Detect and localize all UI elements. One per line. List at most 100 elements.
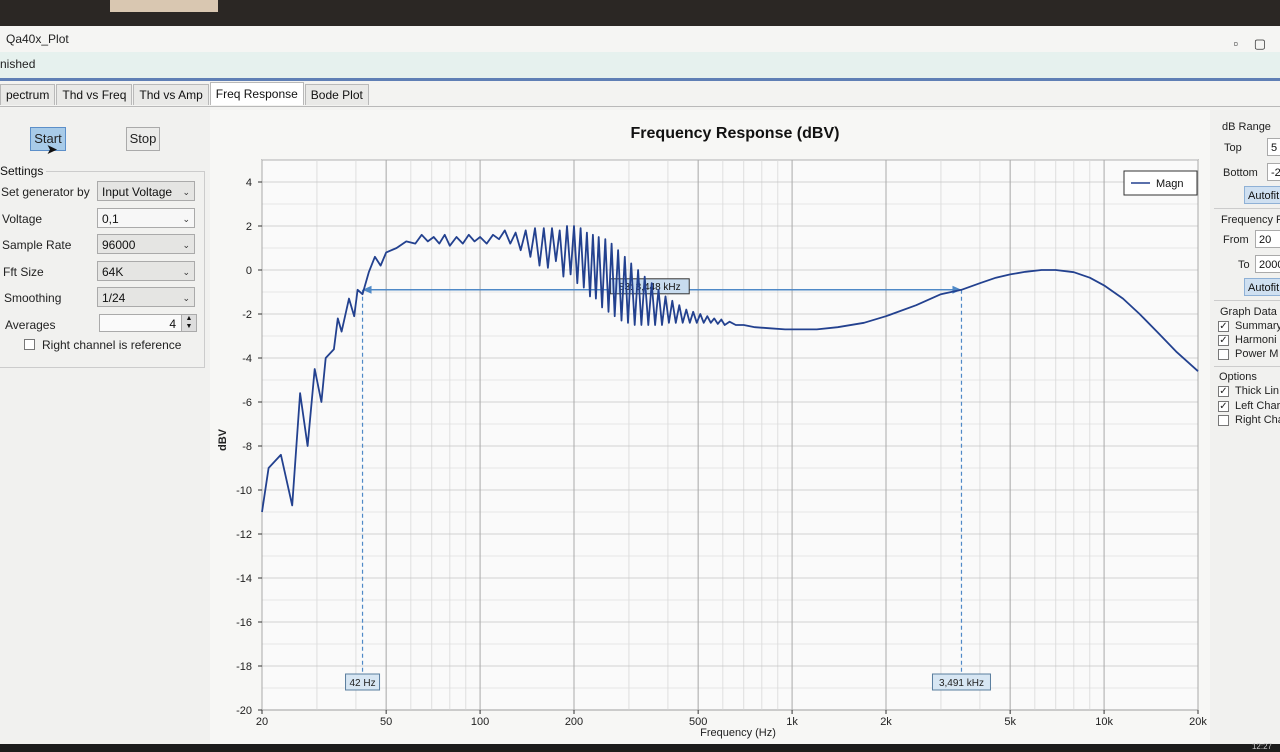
monitor-top-area [0,0,1280,26]
y-tick-label: -8 [242,441,252,453]
averages-label: Averages [5,318,56,332]
harmonics-checkbox[interactable]: ✓ [1218,335,1229,346]
tab-strip: pectrum Thd vs Freq Thd vs Amp Freq Resp… [0,82,370,106]
x-tick-label: 5k [1004,716,1016,728]
chevron-down-icon: ⌄ [182,267,190,277]
y-tick-label: -12 [236,529,252,541]
frequency-range-title: Frequency R [1221,214,1280,226]
chevron-down-icon: ⌄ [182,214,190,224]
right-panel: dB Range Top 5 Bottom -2 Autofit Frequen… [1210,110,1280,750]
measure-label: 83: 3,448 kHz [619,282,681,293]
x-tick-label: 200 [565,716,583,728]
fft-size-select[interactable]: 64K ⌄ [97,261,195,281]
taskbar-clock: 12:27 [1251,742,1272,751]
x-tick-label: 20k [1189,716,1207,728]
tab-freq-response[interactable]: Freq Response [209,82,304,105]
x-tick-label: 100 [471,716,489,728]
y-tick-label: -2 [242,309,252,321]
settings-title: Settings [0,164,47,178]
y-tick-label: -20 [236,705,252,717]
top-label: Top [1224,142,1242,154]
smoothing-select[interactable]: 1/24 ⌄ [97,287,195,307]
thick-lines-checkbox[interactable]: ✓ [1218,386,1229,397]
spinner-arrows-icon[interactable]: ▲ ▼ [181,315,196,331]
status-text: nished [0,57,36,71]
start-button[interactable]: Start [30,127,66,151]
smoothing-label: Smoothing [4,291,62,305]
fft-size-value: 64K [102,265,124,279]
generator-select[interactable]: Input Voltage ⌄ [97,181,195,201]
stop-button[interactable]: Stop [126,127,160,151]
y-tick-label: -16 [236,617,252,629]
x-axis-ticks: 20 50 100 200 500 1k 2k 5k 10k 20k [256,710,1207,728]
legend-entry-magn: Magn [1156,178,1184,190]
right-reference-label: Right channel is reference [42,338,182,352]
y-tick-label: -6 [242,397,252,409]
left-channel-checkbox[interactable]: ✓ [1218,401,1229,412]
status-strip: nished [0,52,1280,78]
y-tick-label: -4 [242,353,252,365]
tab-baseline [0,106,1280,107]
tab-thd-vs-amp[interactable]: Thd vs Amp [133,84,209,105]
summary-checkbox[interactable]: ✓ [1218,321,1229,332]
sample-rate-value: 96000 [102,238,136,252]
autofit-db-button[interactable]: Autofit [1244,186,1280,204]
thick-lines-label: Thick Lin [1235,385,1280,397]
panel-separator [1214,208,1280,209]
x-tick-label: 20 [256,716,268,728]
x-tick-label: 500 [689,716,707,728]
chevron-down-icon: ⌄ [182,187,190,197]
y-tick-label: 2 [246,221,252,233]
generator-value: Input Voltage [102,185,173,199]
from-input[interactable]: 20 [1255,230,1280,248]
panel-separator [1214,366,1280,367]
power-checkbox[interactable] [1218,349,1229,360]
measure-arrow-left [362,285,372,294]
marker-label: 3,491 kHz [939,678,984,689]
panel-separator [1214,300,1280,301]
title-bar: Qa40x_Plot ▫ ▢ [0,26,1280,52]
smoothing-value: 1/24 [102,291,126,305]
right-channel-label: Right Cha [1235,414,1280,426]
right-reference-checkbox[interactable] [24,339,35,350]
db-range-title: dB Range [1222,121,1271,133]
bottom-input[interactable]: -2 [1267,163,1280,181]
plot-area [261,159,1199,711]
tab-thd-vs-freq[interactable]: Thd vs Freq [56,84,133,105]
chart-legend: Magn [1123,170,1198,196]
x-axis-label: Frequency (Hz) [700,727,776,739]
tab-bode-plot[interactable]: Bode Plot [304,84,369,105]
marker-label: 42 Hz [349,678,375,689]
x-tick-label: 10k [1095,716,1113,728]
sample-rate-select[interactable]: 96000 ⌄ [97,234,195,254]
summary-label: Summary [1235,320,1280,332]
autofit-frequency-button[interactable]: Autofit [1244,278,1280,296]
options-title: Options [1219,371,1257,383]
frequency-response-chart[interactable]: Frequency Response (dBV) 420-2-4-6-8-10-… [210,110,1210,744]
voltage-label: Voltage [2,212,43,226]
y-tick-label: 4 [246,177,252,189]
chevron-down-icon: ⌄ [182,240,190,250]
top-input[interactable]: 5 [1267,138,1280,156]
y-tick-label: -14 [236,573,252,585]
power-label: Power M [1235,348,1279,360]
chevron-down-icon: ⌄ [182,293,190,303]
x-tick-label: 2k [880,716,892,728]
right-channel-checkbox[interactable] [1218,415,1229,426]
tab-spectrum[interactable]: pectrum [0,84,56,105]
to-input[interactable]: 2000 [1255,255,1280,273]
bottom-label: Bottom [1223,167,1258,179]
from-label: From [1223,234,1249,246]
harmonics-label: Harmoni [1235,334,1277,346]
voltage-select[interactable]: 0,1 ⌄ [97,208,195,228]
y-tick-label: -18 [236,661,252,673]
voltage-value: 0,1 [102,212,119,226]
window-controls[interactable]: ▫ ▢ [1233,36,1272,51]
chart-markers: 42 Hz 3,491 kHz 83: 3,448 kHz [345,278,991,691]
fft-size-label: Fft Size [3,265,44,279]
averages-value: 4 [169,317,176,331]
y-axis-ticks: 4 2 0 -2 -4 -6 -8 -10 -12 -14 -16 -18 -20 [236,177,262,717]
averages-spinner[interactable]: 4 ▲ ▼ [99,314,197,332]
chart-series [261,225,1199,513]
to-label: To [1238,259,1250,271]
